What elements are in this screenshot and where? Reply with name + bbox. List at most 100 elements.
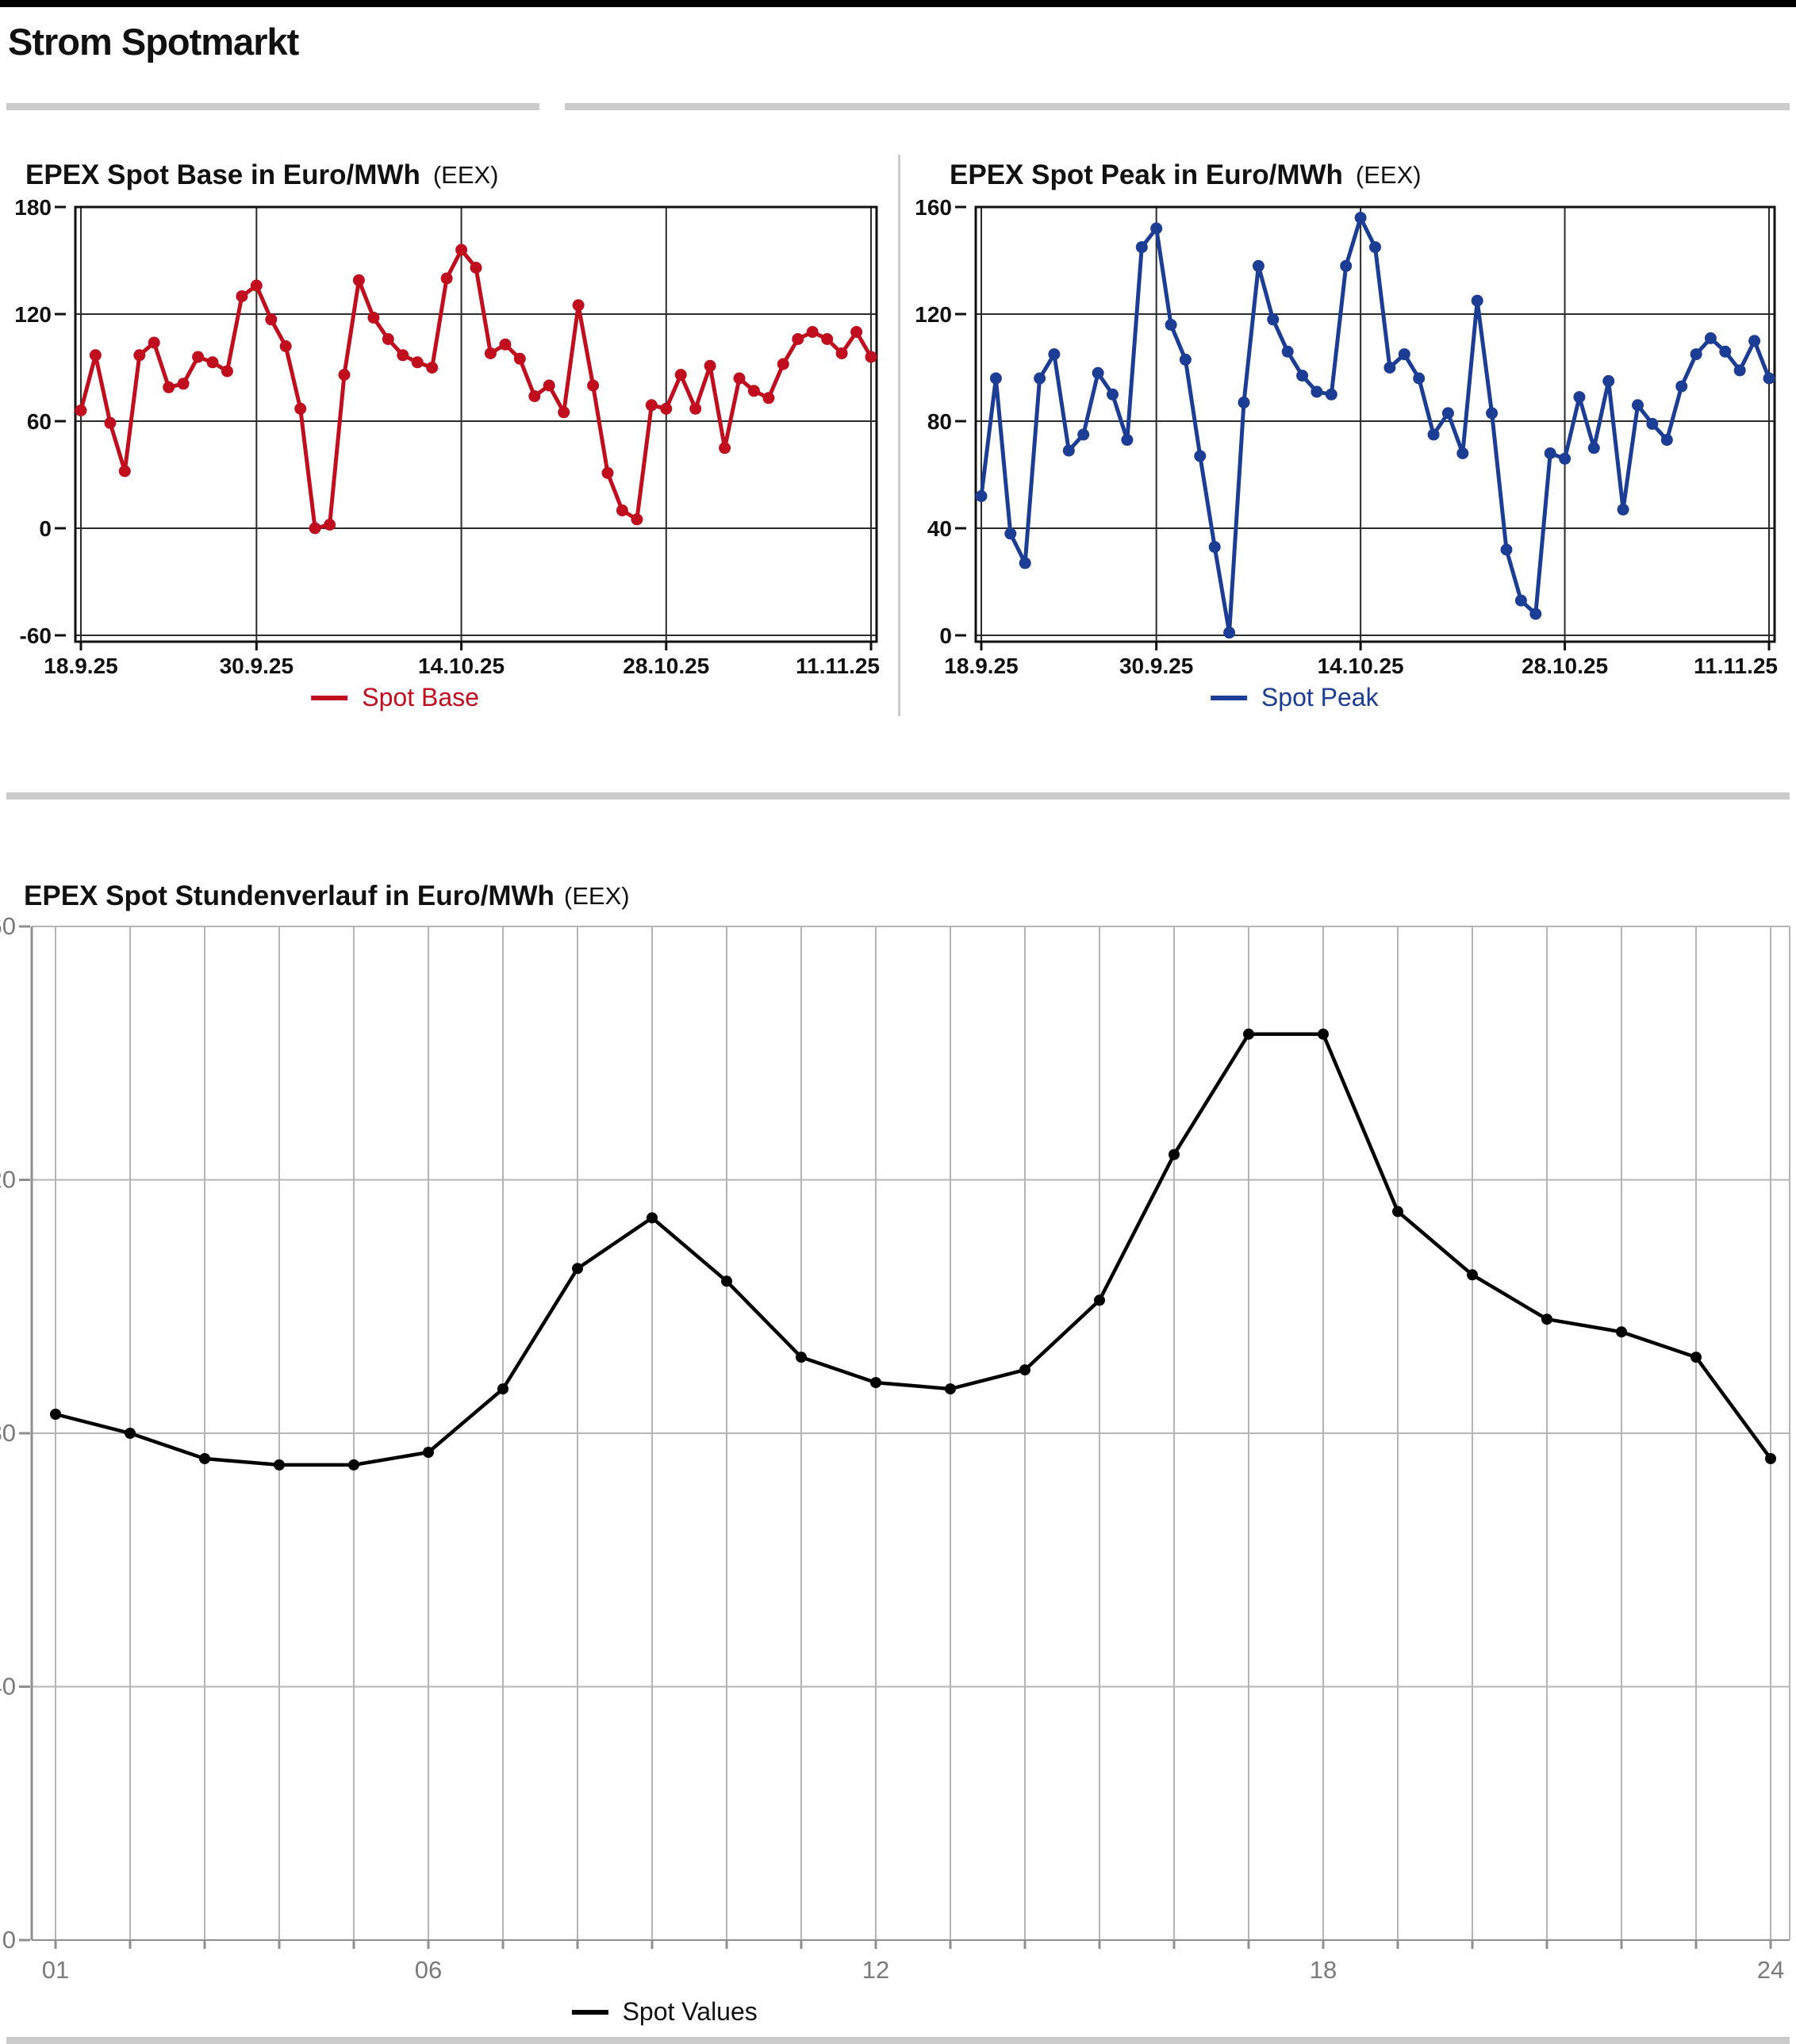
data-point — [1719, 345, 1732, 358]
data-point — [221, 365, 233, 378]
data-point — [367, 312, 380, 324]
data-point — [279, 340, 292, 352]
x-tick-label: 24 — [1757, 1956, 1784, 1984]
data-point — [1467, 1269, 1478, 1281]
data-point — [1587, 442, 1600, 454]
data-point — [762, 392, 775, 405]
data-point — [865, 351, 877, 363]
data-point — [870, 1377, 881, 1389]
data-point — [1243, 1028, 1254, 1040]
plot-border — [974, 205, 1776, 643]
data-point — [747, 385, 760, 397]
data-point — [236, 290, 248, 302]
data-point — [1383, 362, 1396, 374]
spot-base-legend-label: Spot Base — [362, 683, 479, 711]
data-point — [1690, 1352, 1702, 1363]
data-point — [440, 272, 453, 285]
hourly-chart-panel: EPEX Spot Stundenverlauf in Euro/MWh (EE… — [0, 876, 1796, 2031]
y-tick-label: 40 — [927, 516, 952, 541]
axis-ticks: 160 120 80 40 0 01 06 12 18 24 — [0, 917, 1784, 1984]
data-point — [1392, 1206, 1403, 1218]
divider-segment-left — [6, 103, 539, 110]
data-point — [177, 378, 190, 390]
data-point — [1500, 543, 1513, 556]
data-points — [50, 1028, 1776, 1471]
data-point — [1150, 222, 1163, 235]
data-points — [975, 212, 1775, 639]
x-tick-label: 11.11.25 — [1694, 654, 1778, 675]
data-point — [50, 1409, 61, 1420]
data-line — [53, 1032, 1773, 1467]
spot-base-title-suffix: (EEX) — [432, 161, 499, 189]
data-point — [125, 1428, 136, 1439]
x-tick-label: 14.10.25 — [418, 654, 505, 675]
data-point — [382, 333, 394, 345]
data-point — [850, 326, 863, 338]
data-point — [423, 1447, 434, 1458]
data-point — [1252, 259, 1264, 272]
data-point — [1748, 335, 1761, 347]
data-point — [199, 1453, 210, 1464]
data-point — [1238, 396, 1250, 408]
y-tick-label: 0 — [39, 516, 52, 541]
data-point — [309, 522, 321, 535]
hourly-title-suffix: (EEX) — [563, 882, 630, 910]
data-point — [660, 402, 673, 415]
data-point — [1107, 388, 1119, 401]
gridlines — [976, 206, 1775, 642]
data-point — [455, 244, 468, 256]
spot-base-legend-dash — [311, 695, 348, 700]
data-point — [118, 465, 131, 477]
data-point — [1544, 447, 1556, 459]
spot-peak-title-text: EPEX Spot Peak in Euro/MWh — [950, 159, 1343, 190]
data-point — [75, 405, 87, 416]
spot-peak-legend-dash — [1210, 695, 1247, 700]
data-point — [1034, 372, 1046, 385]
data-point — [821, 333, 834, 345]
data-point — [499, 338, 512, 351]
x-tick-label: 18.9.25 — [44, 654, 117, 675]
gridlines — [32, 926, 1790, 1941]
data-point — [1514, 594, 1527, 607]
spot-peak-chart-title: EPEX Spot Peak in Euro/MWh (EEX) — [900, 155, 1796, 196]
data-point — [572, 1263, 583, 1275]
x-tick-label: 12 — [862, 1956, 889, 1984]
data-point — [719, 442, 731, 454]
data-point — [1660, 434, 1673, 447]
data-point — [1165, 319, 1177, 331]
spot-base-chart-title: EPEX Spot Base in Euro/MWh (EEX) — [0, 155, 898, 196]
data-points — [75, 244, 877, 535]
data-point — [148, 336, 160, 349]
x-tick-label: 14.10.25 — [1318, 654, 1404, 675]
data-point — [528, 390, 541, 402]
data-point — [945, 1383, 956, 1395]
spot-base-chart-panel: EPEX Spot Base in Euro/MWh (EEX) 180 120 6… — [0, 155, 898, 716]
data-point — [1019, 557, 1031, 569]
data-point — [1019, 1364, 1030, 1376]
x-tick-label: 01 — [42, 1956, 69, 1984]
data-point — [470, 262, 482, 274]
data-point — [1194, 450, 1207, 462]
x-tick-label: 30.9.25 — [1119, 654, 1193, 675]
data-point — [1169, 1149, 1180, 1160]
data-point — [1004, 527, 1017, 540]
data-point — [1632, 399, 1644, 412]
data-point — [1413, 372, 1426, 385]
y-tick-label: 120 — [915, 302, 952, 327]
hourly-legend: Spot Values — [0, 1997, 1796, 2031]
data-point — [192, 351, 205, 363]
data-point — [558, 406, 570, 419]
data-point — [1690, 348, 1702, 361]
data-point — [1092, 366, 1104, 379]
data-point — [1616, 1326, 1627, 1338]
section-divider-bottom — [6, 2037, 1790, 2044]
data-point — [1354, 212, 1367, 224]
hourly-legend-label: Spot Values — [622, 1997, 758, 2026]
data-point — [1062, 444, 1075, 457]
data-point — [133, 349, 146, 362]
data-point — [1541, 1313, 1552, 1325]
data-point — [513, 352, 526, 365]
top-charts-row: EPEX Spot Base in Euro/MWh (EEX) 180 120 6… — [0, 155, 1796, 716]
data-point — [601, 466, 614, 479]
data-point — [1223, 627, 1236, 639]
